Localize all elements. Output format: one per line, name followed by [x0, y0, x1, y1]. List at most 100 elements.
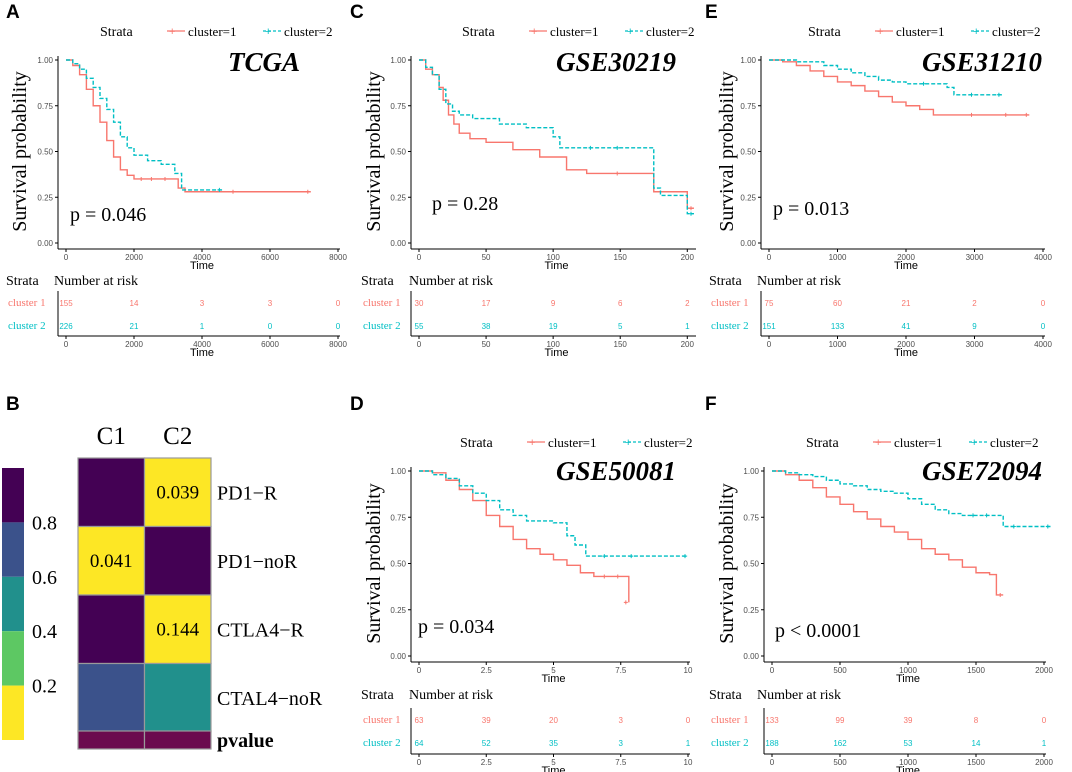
risk-count-cluster-1: 75: [765, 299, 774, 308]
heatmap-row-label: PD1−R: [217, 482, 278, 504]
risk-group-cluster-2: cluster 2: [8, 320, 46, 332]
x-tick-label: 200: [681, 253, 695, 262]
legend-marker-cluster-1: +: [875, 437, 881, 449]
km-panel-tcga: Strata + cluster=1 + cluster=2 0.00 0.25 0.50 0.…: [6, 24, 347, 359]
legend-marker-cluster-1: +: [169, 26, 175, 38]
censor-mark-cluster-1: [163, 176, 167, 181]
risk-x-axis-label: Time: [541, 765, 565, 772]
y-axis-label: Survival probability: [9, 71, 31, 232]
risk-x-tick-label: 8000: [329, 340, 347, 349]
censor-mark-cluster-2: [971, 513, 975, 518]
risk-x-axis-label: Time: [544, 347, 568, 359]
km-panel-gse72094: Strata + cluster=1 + cluster=2 0.00 0.25 0.50 0.…: [709, 435, 1053, 772]
risk-count-cluster-1: 3: [200, 299, 205, 308]
risk-count-cluster-1: 0: [1041, 299, 1046, 308]
risk-group-cluster-1: cluster 1: [363, 714, 401, 726]
risk-x-tick-label: 2000: [125, 340, 143, 349]
risk-count-cluster-1: 0: [686, 716, 691, 725]
risk-count-cluster-2: 0: [268, 322, 273, 331]
risk-count-cluster-1: 3: [619, 716, 624, 725]
risk-count-cluster-1: 60: [833, 299, 842, 308]
x-tick-label: 0: [417, 253, 422, 262]
x-axis-label: Time: [894, 260, 918, 272]
risk-count-cluster-2: 1: [685, 322, 690, 331]
risk-table-title: Number at risk: [409, 688, 493, 703]
legend-marker-cluster-1: +: [529, 437, 535, 449]
risk-count-cluster-2: 64: [415, 739, 424, 748]
y-tick-label: 0.00: [390, 239, 406, 248]
x-tick-label: 0: [767, 253, 772, 262]
risk-x-tick-label: 0: [770, 758, 775, 767]
risk-x-tick-label: 500: [833, 758, 847, 767]
risk-count-cluster-2: 14: [972, 739, 981, 748]
legend-label-cluster-1: cluster=1: [548, 435, 596, 450]
colorscale-tick-label: 0.4: [32, 621, 57, 643]
censor-mark-cluster-2: [984, 513, 989, 518]
x-tick-label: 500: [833, 666, 847, 675]
risk-count-cluster-1: 133: [765, 716, 779, 725]
heatmap-row-label: PD1−noR: [217, 551, 298, 573]
heatmap-cell: [143, 525, 212, 596]
censor-mark-cluster-1: [615, 574, 620, 579]
legend-title: Strata: [100, 25, 133, 40]
x-tick-label: 4000: [1034, 253, 1052, 262]
survival-curve-cluster-1: [66, 59, 311, 193]
y-axis-label: Survival probability: [363, 483, 385, 644]
colorscale-band: [2, 468, 24, 523]
x-tick-label: 1000: [899, 666, 917, 675]
x-axis-label: Time: [541, 673, 565, 685]
censor-mark-cluster-2: [1011, 524, 1016, 529]
survival-curve-cluster-2: [769, 59, 1002, 96]
risk-count-cluster-1: 99: [836, 716, 845, 725]
legend-marker-cluster-2: +: [265, 26, 271, 38]
legend-marker-cluster-2: +: [625, 437, 631, 449]
x-tick-label: 10: [684, 666, 693, 675]
y-tick-label: 0.75: [390, 513, 406, 522]
risk-count-cluster-1: 2: [972, 299, 977, 308]
risk-count-cluster-1: 20: [549, 716, 558, 725]
legend-marker-cluster-1: +: [877, 26, 883, 38]
y-tick-label: 0.75: [743, 513, 759, 522]
risk-strata-label: Strata: [709, 274, 742, 289]
colorscale-band: [2, 522, 24, 577]
risk-x-tick-label: 2000: [897, 340, 915, 349]
risk-count-cluster-1: 0: [1042, 716, 1047, 725]
heatmap-panel: 0.8 0.6 0.4 0.2 C1 C2 0.039 PD1−R 0.041 PD1−noR 0.…: [2, 423, 323, 752]
risk-count-cluster-1: 63: [415, 716, 424, 725]
heatmap-cell: [143, 662, 212, 733]
colorscale-band: [2, 685, 24, 740]
censor-mark-cluster-1: [602, 574, 607, 579]
survival-curve-cluster-1: [769, 59, 1030, 116]
panel-letter-f: F: [705, 394, 717, 415]
risk-x-tick-label: 0: [64, 340, 69, 349]
risk-count-cluster-1: 9: [551, 299, 556, 308]
x-tick-label: 0: [417, 666, 422, 675]
p-value: p = 0.013: [773, 198, 849, 220]
p-value: p = 0.034: [418, 616, 494, 638]
risk-strata-label: Strata: [709, 688, 742, 703]
survival-curve-cluster-1: [419, 470, 630, 603]
risk-count-cluster-2: 0: [336, 322, 341, 331]
legend-marker-cluster-1: +: [531, 26, 537, 38]
risk-x-tick-label: 2000: [1035, 758, 1053, 767]
y-tick-label: 0.50: [390, 148, 406, 157]
survival-curve-cluster-2: [419, 59, 694, 215]
y-tick-label: 1.00: [37, 56, 53, 65]
risk-count-cluster-1: 0: [336, 299, 341, 308]
y-tick-label: 0.25: [390, 606, 406, 615]
pvalue-annotation-label: pvalue: [217, 730, 274, 752]
y-tick-label: 0.50: [37, 148, 53, 157]
y-tick-label: 1.00: [740, 56, 756, 65]
risk-strata-label: Strata: [361, 688, 394, 703]
survival-curve-cluster-1: [772, 470, 1004, 596]
risk-x-tick-label: 0: [767, 340, 772, 349]
x-tick-label: 50: [482, 253, 491, 262]
legend-label-cluster-1: cluster=1: [188, 24, 236, 39]
risk-count-cluster-2: 41: [902, 322, 911, 331]
y-tick-label: 0.25: [37, 193, 53, 202]
censor-mark-cluster-2: [1045, 524, 1050, 529]
panel-letter-a: A: [6, 2, 20, 23]
survival-curve-cluster-2: [66, 59, 223, 191]
heatmap-cell: [77, 457, 146, 528]
